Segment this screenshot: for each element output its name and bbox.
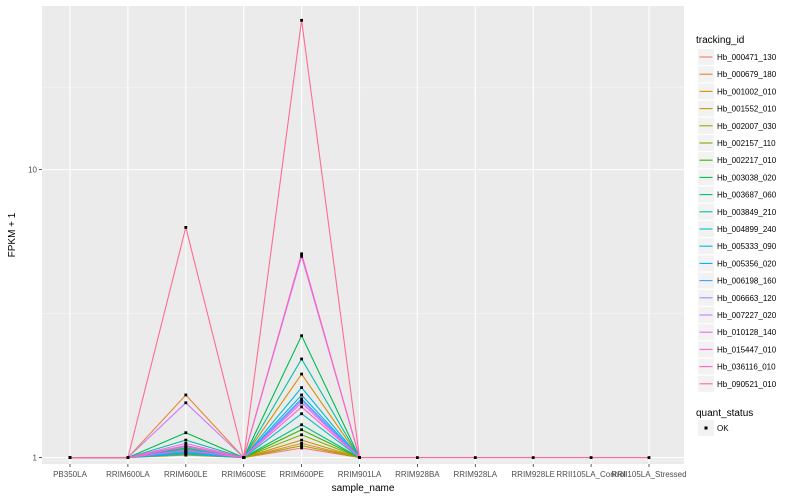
data-point [242, 456, 246, 459]
x-tick-label: RRIM600LA [106, 470, 150, 479]
data-point [300, 423, 303, 427]
data-point [300, 442, 303, 445]
data-point [184, 448, 188, 452]
data-point [300, 334, 303, 338]
data-point [473, 456, 477, 459]
legend-label: Hb_002157_110 [717, 139, 776, 148]
legend-label: Hb_003687_060 [717, 191, 777, 200]
series-lines [70, 20, 649, 459]
legend-ok-label: OK [717, 424, 729, 433]
legend-label: Hb_005356_020 [717, 259, 777, 268]
data-point [300, 446, 303, 450]
x-axis: PB350LA RRIM600LA RRIM600LE RRIM600SE RRIM60… [53, 464, 687, 479]
data-point [300, 393, 303, 397]
data-point [300, 438, 303, 442]
legend-label: Hb_000679_180 [717, 70, 777, 79]
data-points [68, 18, 651, 459]
data-point [300, 398, 303, 402]
legend-title: tracking_id [696, 35, 744, 46]
data-point [300, 372, 303, 376]
data-point [184, 452, 188, 456]
x-tick-label: RRII105LA_Stressed [611, 470, 686, 479]
y-tick-label: 1 [33, 454, 38, 463]
legend-label: Hb_036116_010 [717, 363, 776, 372]
x-tick-label: RRIM600PE [279, 470, 323, 479]
data-point [184, 444, 188, 448]
x-axis-title: sample_name [332, 483, 395, 494]
x-tick-label: PB350LA [53, 470, 87, 479]
data-point [416, 456, 419, 459]
legend-label: Hb_015447_010 [717, 345, 777, 354]
gridlines [42, 6, 684, 464]
data-point [300, 397, 303, 401]
legend-label: Hb_006198_160 [717, 277, 777, 286]
data-point [300, 412, 303, 416]
legend-label: Hb_003849_210 [717, 208, 777, 217]
data-point [126, 456, 130, 459]
legend-items: Hb_000471_130 Hb_000679_180 Hb_001002_010 H… [698, 49, 777, 392]
x-tick-label: RRIM928LE [511, 470, 555, 479]
legend-tracking-id: tracking_id Hb_000471_130Hb_000679_180Hb… [696, 35, 777, 392]
legend-quant-status: quant_status OK [696, 408, 753, 436]
data-point [300, 444, 303, 448]
x-tick-label: RRIM928LA [454, 470, 498, 479]
data-point [300, 252, 303, 256]
data-point [531, 456, 535, 459]
legend-label: Hb_005333_090 [717, 242, 777, 251]
legend-quant-status-title: quant_status [696, 408, 753, 419]
y-axis: 1 10 [28, 166, 42, 463]
data-point [300, 405, 303, 409]
data-point [358, 456, 361, 459]
legend-label: Hb_007227_020 [717, 311, 777, 320]
legend-label: Hb_001552_010 [717, 105, 777, 114]
x-tick-label: RRIM901LA [338, 470, 382, 479]
legend-label: Hb_004899_240 [717, 225, 777, 234]
data-point [300, 386, 303, 389]
y-tick-label: 10 [28, 166, 37, 175]
x-tick-label: RRIM600LE [164, 470, 208, 479]
data-point [300, 433, 303, 437]
legend-label: Hb_002217_010 [717, 156, 777, 165]
legend-label: Hb_001002_010 [717, 87, 777, 96]
data-point [300, 254, 303, 258]
x-tick-label: RRIM928BA [395, 470, 440, 479]
data-point [184, 431, 188, 435]
data-point [647, 456, 651, 459]
data-point [184, 438, 188, 442]
data-point [184, 442, 188, 445]
data-point [300, 357, 303, 361]
legend-label: Hb_010128_140 [717, 328, 777, 337]
y-axis-title: FPKM + 1 [7, 212, 18, 257]
data-point [300, 18, 303, 22]
data-point [589, 456, 593, 459]
x-tick-label: RRII105LA_Control [556, 470, 626, 479]
panel-background [42, 6, 684, 464]
data-point [184, 393, 188, 397]
data-point [300, 401, 303, 405]
data-point [300, 428, 303, 432]
data-point [184, 401, 188, 405]
legend-label: Hb_002007_030 [717, 122, 777, 131]
data-point [184, 226, 188, 229]
legend-label: Hb_090521_010 [717, 380, 777, 389]
data-point [68, 456, 72, 459]
legend-ok-point [704, 426, 708, 430]
legend-label: Hb_003038_020 [717, 173, 777, 182]
legend-label: Hb_000471_130 [717, 53, 777, 62]
x-tick-label: RRIM600SE [221, 470, 265, 479]
legend-label: Hb_006663_120 [717, 294, 777, 303]
